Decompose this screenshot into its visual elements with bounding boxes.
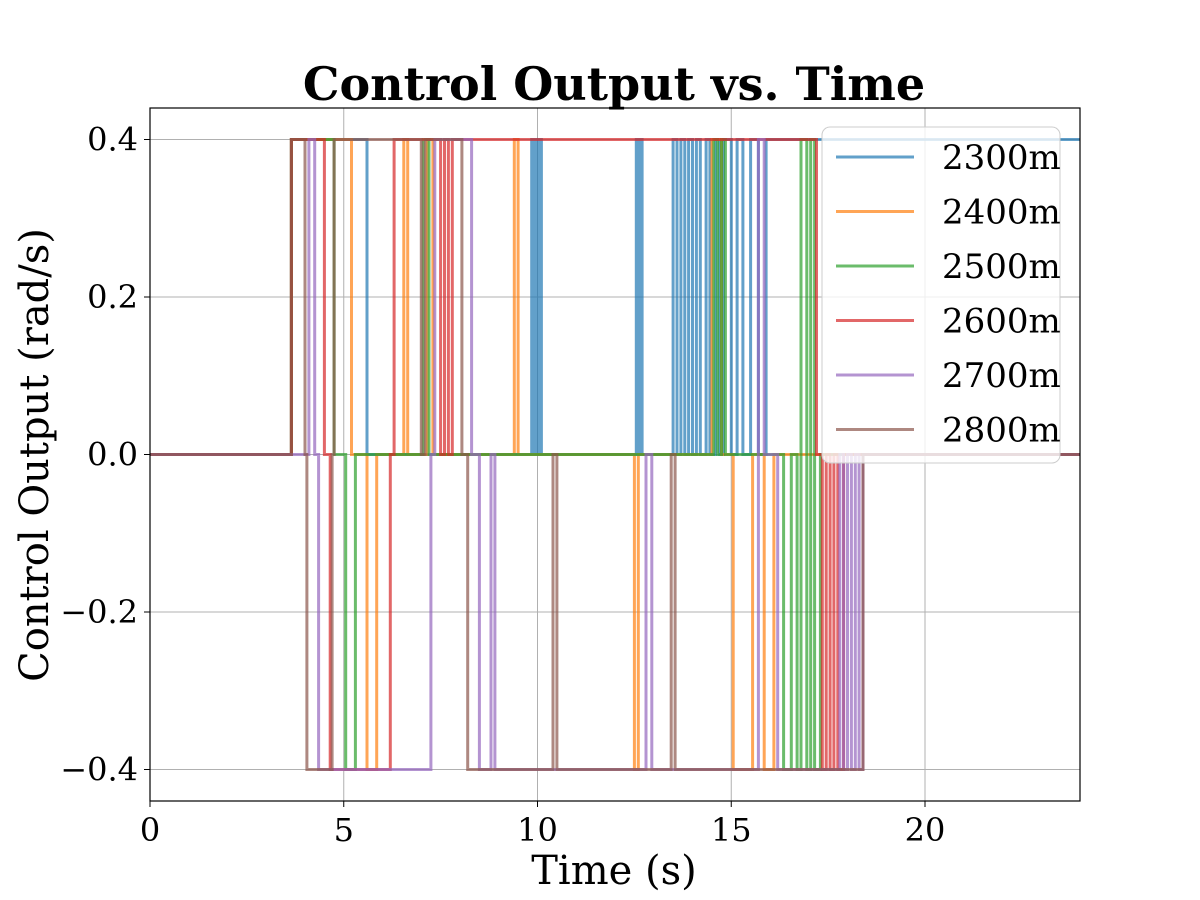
legend-label: 2300m bbox=[942, 138, 1061, 178]
y-axis-ticks: −0.4 −0.2 0.0 0.2 0.4 bbox=[60, 121, 150, 789]
y-tick-label: 0.2 bbox=[87, 278, 138, 316]
legend: 2300m 2400m 2500m 2600m 2700m 2800m bbox=[821, 126, 1061, 464]
series-line-2800m bbox=[150, 138, 1080, 771]
x-tick-label: 10 bbox=[517, 811, 558, 849]
x-tick-label: 20 bbox=[905, 811, 946, 849]
legend-label: 2500m bbox=[942, 247, 1061, 287]
y-axis-label: Control Output (rad/s) bbox=[12, 228, 58, 682]
x-tick-label: 15 bbox=[711, 811, 752, 849]
y-tick-label: 0.0 bbox=[87, 436, 138, 474]
legend-label: 2800m bbox=[942, 411, 1061, 451]
legend-label: 2700m bbox=[942, 356, 1061, 396]
x-tick-label: 5 bbox=[334, 811, 354, 849]
x-axis-ticks: 0 5 10 15 20 bbox=[140, 801, 946, 849]
y-tick-label: 0.4 bbox=[87, 121, 138, 159]
legend-label: 2400m bbox=[942, 193, 1061, 233]
x-axis-label: Time (s) bbox=[531, 848, 697, 894]
y-tick-label: −0.4 bbox=[60, 751, 138, 789]
plot-series bbox=[150, 138, 1080, 771]
y-tick-label: −0.2 bbox=[60, 593, 138, 631]
chart-title: Control Output vs. Time bbox=[303, 57, 925, 111]
series-line-2600m bbox=[150, 138, 1080, 771]
legend-label: 2600m bbox=[942, 302, 1061, 342]
x-tick-label: 0 bbox=[140, 811, 160, 849]
